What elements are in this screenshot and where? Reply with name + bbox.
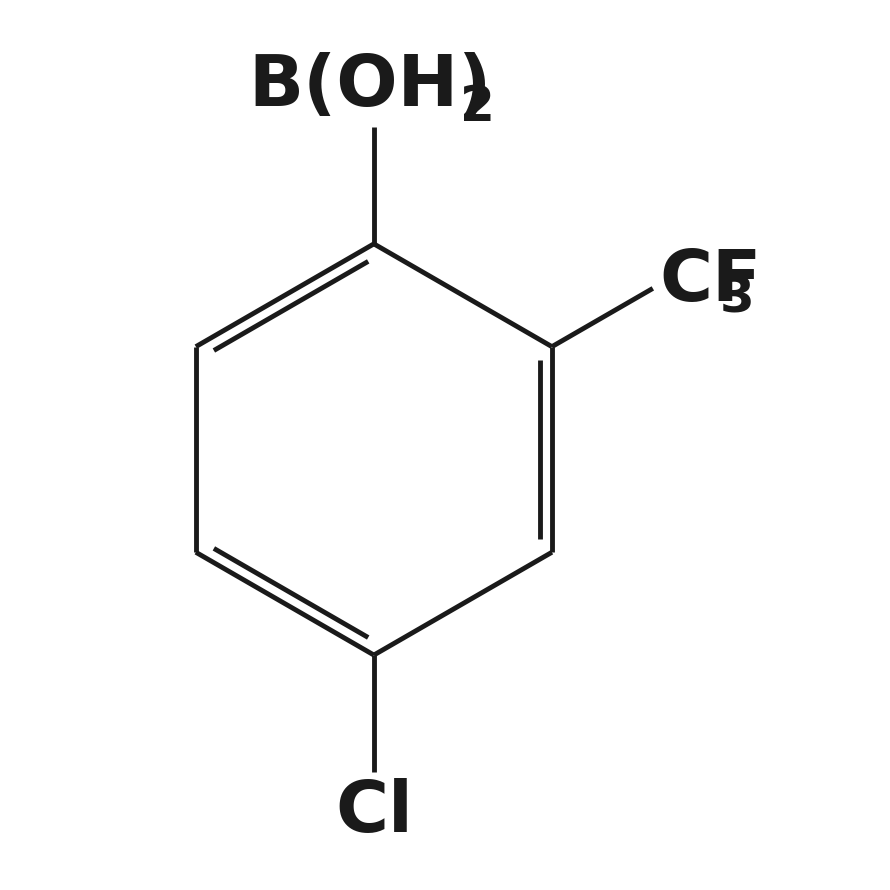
Text: 3: 3: [720, 275, 755, 323]
Text: CF: CF: [659, 247, 762, 316]
Text: Cl: Cl: [335, 779, 413, 847]
Text: 2: 2: [459, 83, 495, 131]
Text: B(OH): B(OH): [249, 52, 492, 120]
